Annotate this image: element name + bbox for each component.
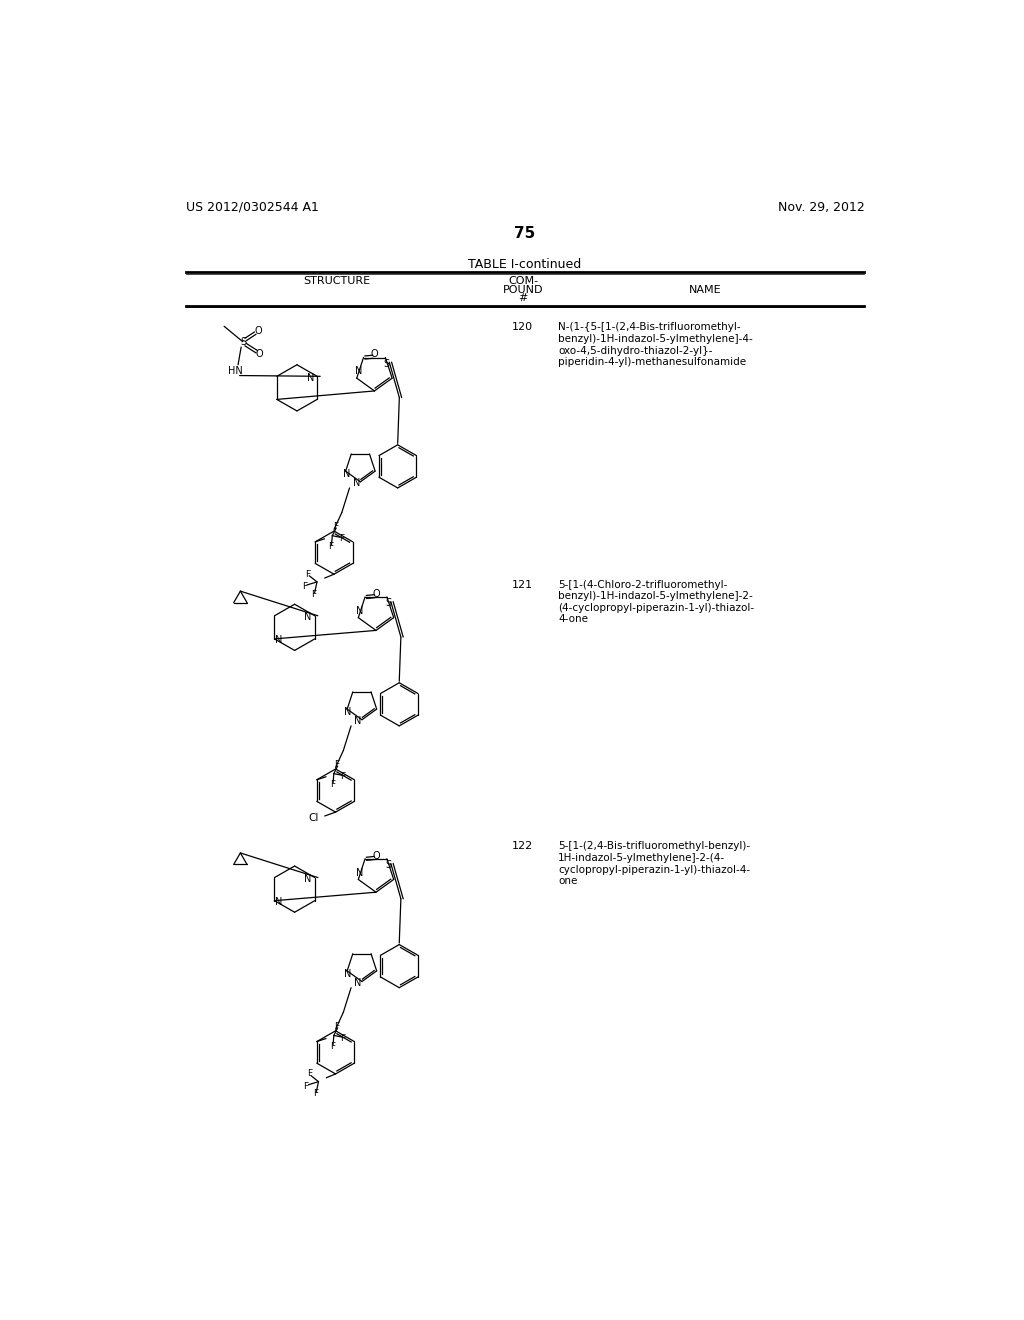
Text: F: F: [335, 1022, 340, 1031]
Text: HN: HN: [227, 366, 243, 376]
Text: N: N: [354, 978, 361, 989]
Text: F: F: [330, 1041, 335, 1051]
Text: US 2012/0302544 A1: US 2012/0302544 A1: [186, 201, 319, 214]
Text: F: F: [313, 1089, 318, 1098]
Text: S: S: [241, 338, 247, 347]
Text: S: S: [384, 359, 390, 368]
Text: NAME: NAME: [689, 285, 722, 294]
Text: TABLE I-continued: TABLE I-continued: [468, 259, 582, 272]
Text: O: O: [372, 589, 380, 599]
Text: F: F: [335, 760, 340, 768]
Text: O: O: [371, 350, 378, 359]
Text: N: N: [356, 606, 364, 615]
Text: F: F: [306, 1069, 311, 1078]
Text: N: N: [307, 372, 314, 383]
Text: N: N: [354, 366, 362, 376]
Text: N: N: [304, 874, 311, 884]
Text: F: F: [311, 590, 316, 599]
Text: N: N: [356, 867, 364, 878]
Text: F: F: [303, 1082, 308, 1090]
Text: F: F: [341, 1034, 346, 1043]
Text: COM-: COM-: [508, 276, 539, 286]
Text: #: #: [518, 293, 528, 304]
Text: 75: 75: [514, 226, 536, 242]
Text: N-(1-{5-[1-(2,4-Bis-trifluoromethyl-
benzyl)-1H-indazol-5-ylmethylene]-4-
oxo-4,: N-(1-{5-[1-(2,4-Bis-trifluoromethyl- ben…: [558, 322, 753, 367]
Text: 122: 122: [512, 841, 532, 851]
Text: 120: 120: [512, 322, 532, 333]
Text: F: F: [333, 521, 338, 531]
Text: Nov. 29, 2012: Nov. 29, 2012: [777, 201, 864, 214]
Text: N: N: [353, 478, 360, 488]
Text: POUND: POUND: [503, 285, 544, 294]
Text: F: F: [330, 780, 335, 789]
Text: N: N: [344, 969, 351, 979]
Text: F: F: [339, 535, 344, 544]
Text: F: F: [328, 543, 333, 550]
Text: N: N: [274, 898, 282, 907]
Text: N: N: [344, 708, 351, 717]
Text: O: O: [372, 850, 380, 861]
Text: 5-[1-(2,4-Bis-trifluoromethyl-benzyl)-
1H-indazol-5-ylmethylene]-2-(4-
cycloprop: 5-[1-(2,4-Bis-trifluoromethyl-benzyl)- 1…: [558, 841, 751, 886]
Text: 5-[1-(4-Chloro-2-trifluoromethyl-
benzyl)-1H-indazol-5-ylmethylene]-2-
(4-cyclop: 5-[1-(4-Chloro-2-trifluoromethyl- benzyl…: [558, 579, 755, 624]
Text: F: F: [341, 772, 346, 781]
Text: O: O: [254, 326, 262, 335]
Text: N: N: [343, 469, 350, 479]
Text: S: S: [385, 598, 391, 609]
Text: 121: 121: [512, 579, 532, 590]
Text: N: N: [304, 612, 311, 622]
Text: O: O: [256, 348, 263, 359]
Text: STRUCTURE: STRUCTURE: [304, 276, 371, 286]
Text: Cl: Cl: [308, 813, 318, 824]
Text: N: N: [274, 635, 282, 645]
Text: F: F: [302, 582, 307, 591]
Text: N: N: [354, 717, 361, 726]
Text: S: S: [385, 859, 391, 870]
Text: F: F: [305, 570, 310, 578]
